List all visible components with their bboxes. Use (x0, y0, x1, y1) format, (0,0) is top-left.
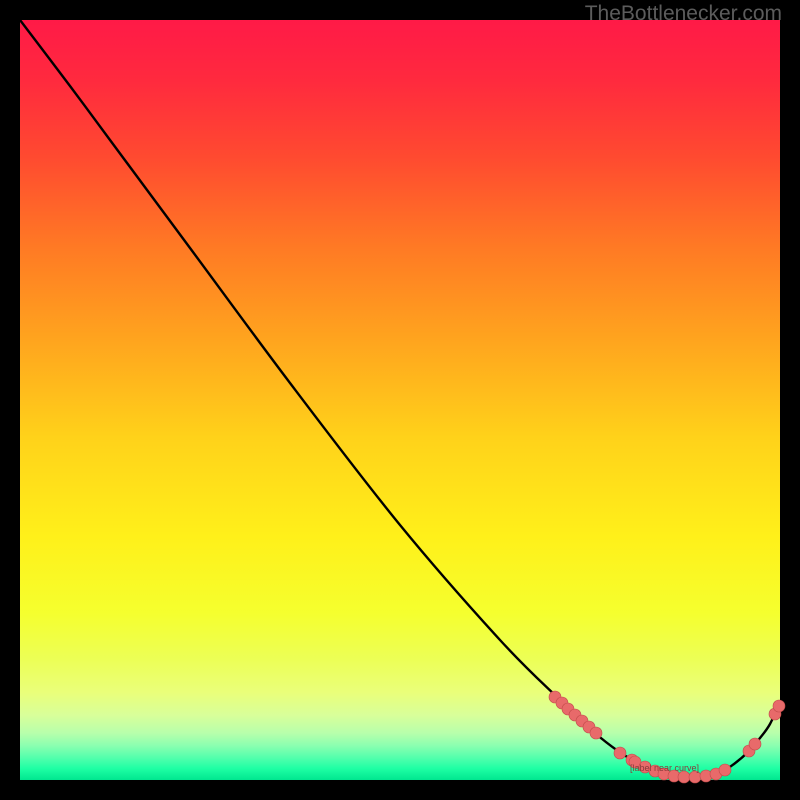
data-marker (773, 700, 785, 712)
data-marker (719, 764, 731, 776)
bottleneck-curve (20, 20, 780, 777)
bottleneck-curve-path (20, 20, 780, 777)
chart-stage: [label near curve] TheBottlenecker.com (0, 0, 800, 800)
curve-inline-label: [label near curve] (630, 763, 699, 773)
data-marker (749, 738, 761, 750)
curve-label: [label near curve] (630, 763, 699, 773)
chart-overlay-svg: [label near curve] (0, 0, 800, 800)
data-marker (614, 747, 626, 759)
data-marker (590, 727, 602, 739)
watermark-text: TheBottlenecker.com (585, 2, 782, 26)
